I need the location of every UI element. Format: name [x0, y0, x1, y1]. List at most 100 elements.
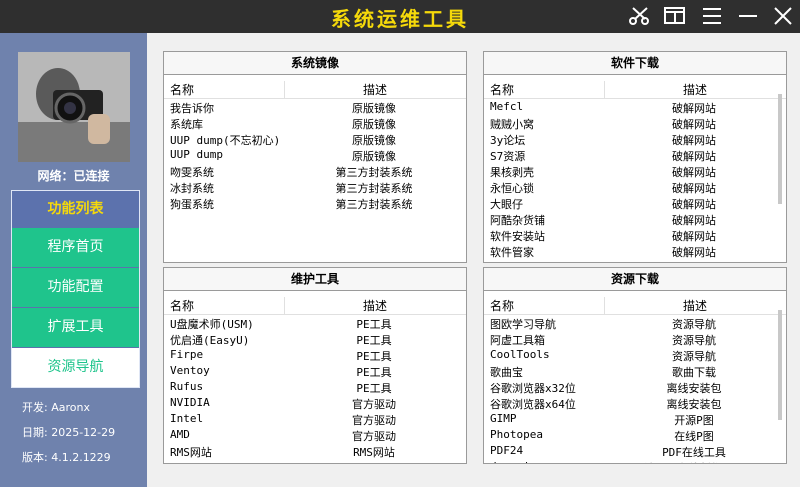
row-description: PE工具 [356, 318, 392, 331]
sidebar: 网络：已连接 功能列表 程序首页 功能配置 扩展工具 资源导航 开发: Aaronx 日… [0, 33, 147, 487]
menu-item[interactable]: 资源导航 [12, 348, 139, 387]
row-description: 流程图在线制作工具 [604, 460, 784, 463]
scrollbar[interactable] [778, 94, 782, 204]
list-row[interactable]: 吻雯系统 第三方封装系统 [164, 163, 466, 179]
list-row[interactable]: 软件管家 破解网站 [484, 243, 786, 259]
scrollbar[interactable] [778, 310, 782, 420]
list-row[interactable]: 谷歌浏览器x64位 离线安装包 [484, 395, 786, 411]
row-name: 软件管家 [490, 246, 534, 259]
row-name: 永恒心锁 [490, 182, 534, 195]
list-row[interactable]: RMS网站 RMS网站 [164, 443, 466, 459]
list-row[interactable]: U盘魔术师(USM) PE工具 [164, 315, 466, 331]
panel-title: 资源下载 [484, 268, 786, 291]
column-name: 名称 [170, 83, 195, 97]
row-description: 原版镜像 [352, 150, 396, 163]
menu-item[interactable]: 程序首页 [12, 228, 139, 267]
row-description: 原版镜像 [352, 102, 396, 115]
row-description: 破解网站 [672, 182, 716, 195]
row-name: S7资源 [490, 150, 526, 163]
list-row[interactable]: Rufus PE工具 [164, 379, 466, 395]
row-description: 破解网站 [672, 166, 716, 179]
row-description: 破解网站 [672, 198, 716, 211]
panel-title: 系统镜像 [164, 52, 466, 75]
list-row[interactable]: UUP dump(不忘初心) 原版镜像 [164, 131, 466, 147]
info-line: 开发: Aaronx [22, 401, 90, 414]
row-description: 官方驱动 [352, 414, 396, 427]
list-row[interactable]: 大眼仔 破解网站 [484, 195, 786, 211]
row-name: Mefcl [490, 100, 524, 113]
list-row[interactable]: 谷歌浏览器x32位 离线安装包 [484, 379, 786, 395]
screenshot-button[interactable] [629, 7, 649, 25]
menu-panel: 功能列表 程序首页 功能配置 扩展工具 资源导航 [11, 190, 140, 388]
row-name: Photopea [490, 428, 543, 441]
row-description: 原版镜像 [352, 134, 396, 147]
list-row[interactable]: PDF24 PDF在线工具 [484, 443, 786, 459]
row-description: 破解网站 [672, 230, 716, 243]
column-name: 描述 [284, 297, 465, 315]
list-panel: 维护工具 名称 描述 U盘魔术师(USM) PE工具 优启通(EasyU) PE工具 Firp… [163, 267, 467, 464]
row-name: Ventoy [170, 364, 210, 377]
row-description: PE工具 [356, 334, 392, 347]
list-row[interactable]: S7资源 破解网站 [484, 147, 786, 163]
app-title: 系统运维工具 [331, 7, 469, 31]
row-description: 资源导航 [672, 334, 716, 347]
row-name: GIMP [490, 412, 517, 425]
column-name: 描述 [604, 297, 785, 315]
row-name: 谷歌浏览器x64位 [490, 398, 576, 411]
list-row[interactable]: NVIDIA 官方驱动 [164, 395, 466, 411]
list-row[interactable]: Intel 官方驱动 [164, 411, 466, 427]
row-name: 果核剥壳 [490, 166, 534, 179]
info-line: 版本: 4.1.2.1229 [22, 451, 111, 464]
list-row[interactable]: Ventoy PE工具 [164, 363, 466, 379]
list-row[interactable]: 阿酷杂货铺 破解网站 [484, 211, 786, 227]
list-row[interactable]: 歌曲宝 歌曲下载 [484, 363, 786, 379]
list-row[interactable]: draw.io 流程图在线制作工具 [484, 459, 786, 463]
list-row[interactable]: 果核剥壳 破解网站 [484, 163, 786, 179]
list-row[interactable]: 优启通(EasyU) PE工具 [164, 331, 466, 347]
column-header: 名称 描述 [484, 80, 786, 99]
network-status: 网络：已连接 [37, 169, 110, 183]
list-row[interactable]: Firpe PE工具 [164, 347, 466, 363]
row-name: UUP dump(不忘初心) [170, 134, 281, 147]
list-row[interactable]: 软件安装站 破解网站 [484, 227, 786, 243]
list-row[interactable]: GIMP 开源P图 [484, 411, 786, 427]
list-row[interactable]: 阿虚工具箱 资源导航 [484, 331, 786, 347]
column-header: 名称 描述 [164, 80, 466, 99]
row-name: 冰封系统 [170, 182, 214, 195]
list-row[interactable]: CoolTools 资源导航 [484, 347, 786, 363]
list-row[interactable]: 冰封系统 第三方封装系统 [164, 179, 466, 195]
list-row[interactable]: 永恒心锁 破解网站 [484, 179, 786, 195]
row-name: 谷歌浏览器x32位 [490, 382, 576, 395]
list-row[interactable]: 我告诉你 原版镜像 [164, 99, 466, 115]
list-panel: 系统镜像名称 描述 我告诉你 原版镜像 系统库 原版镜像 UUP dump(不忘初心) 原版镜… [163, 51, 467, 263]
row-name: U盘魔术师(USM) [170, 318, 254, 331]
menu-item[interactable]: 功能配置 [12, 268, 139, 307]
menu-button[interactable] [703, 8, 721, 24]
list-row[interactable]: Mefcl 破解网站 [484, 99, 786, 115]
column-name: 名称 [490, 299, 515, 313]
list-row[interactable]: AMD 官方驱动 [164, 427, 466, 443]
list-row[interactable]: 图欧学习导航 资源导航 [484, 315, 786, 331]
row-name: PDF24 [490, 444, 524, 457]
list-row[interactable]: UUP dump 原版镜像 [164, 147, 466, 163]
row-name: draw.io [490, 460, 536, 463]
close-button[interactable] [774, 7, 792, 25]
title-bar: 系统运维工具 [0, 0, 800, 33]
avatar-photo [18, 52, 130, 162]
menu-list: 程序首页 功能配置 扩展工具 资源导航 [12, 228, 139, 387]
list-row[interactable]: Photopea 在线P图 [484, 427, 786, 443]
column-name: 名称 [490, 83, 515, 97]
menu-item[interactable]: 扩展工具 [12, 308, 139, 347]
list-row[interactable]: 3y论坛 破解网站 [484, 131, 786, 147]
list-row[interactable]: 贼贼小窝 破解网站 [484, 115, 786, 131]
row-name: RMS网站 [170, 446, 212, 459]
list-panel: 资源下载名称 描述 图欧学习导航 资源导航 阿虚工具箱 资源导航 CoolTools 资源导航… [483, 267, 787, 464]
skin-button[interactable] [664, 7, 685, 24]
list-row[interactable]: 系统库 原版镜像 [164, 115, 466, 131]
row-description: PDF在线工具 [662, 446, 726, 459]
list-row[interactable]: 狗蛋系统 第三方封装系统 [164, 195, 466, 211]
row-description: 资源导航 [672, 350, 716, 363]
row-description: 离线安装包 [666, 398, 722, 411]
row-name: AMD [170, 428, 190, 441]
row-description: 在线P图 [674, 430, 714, 443]
